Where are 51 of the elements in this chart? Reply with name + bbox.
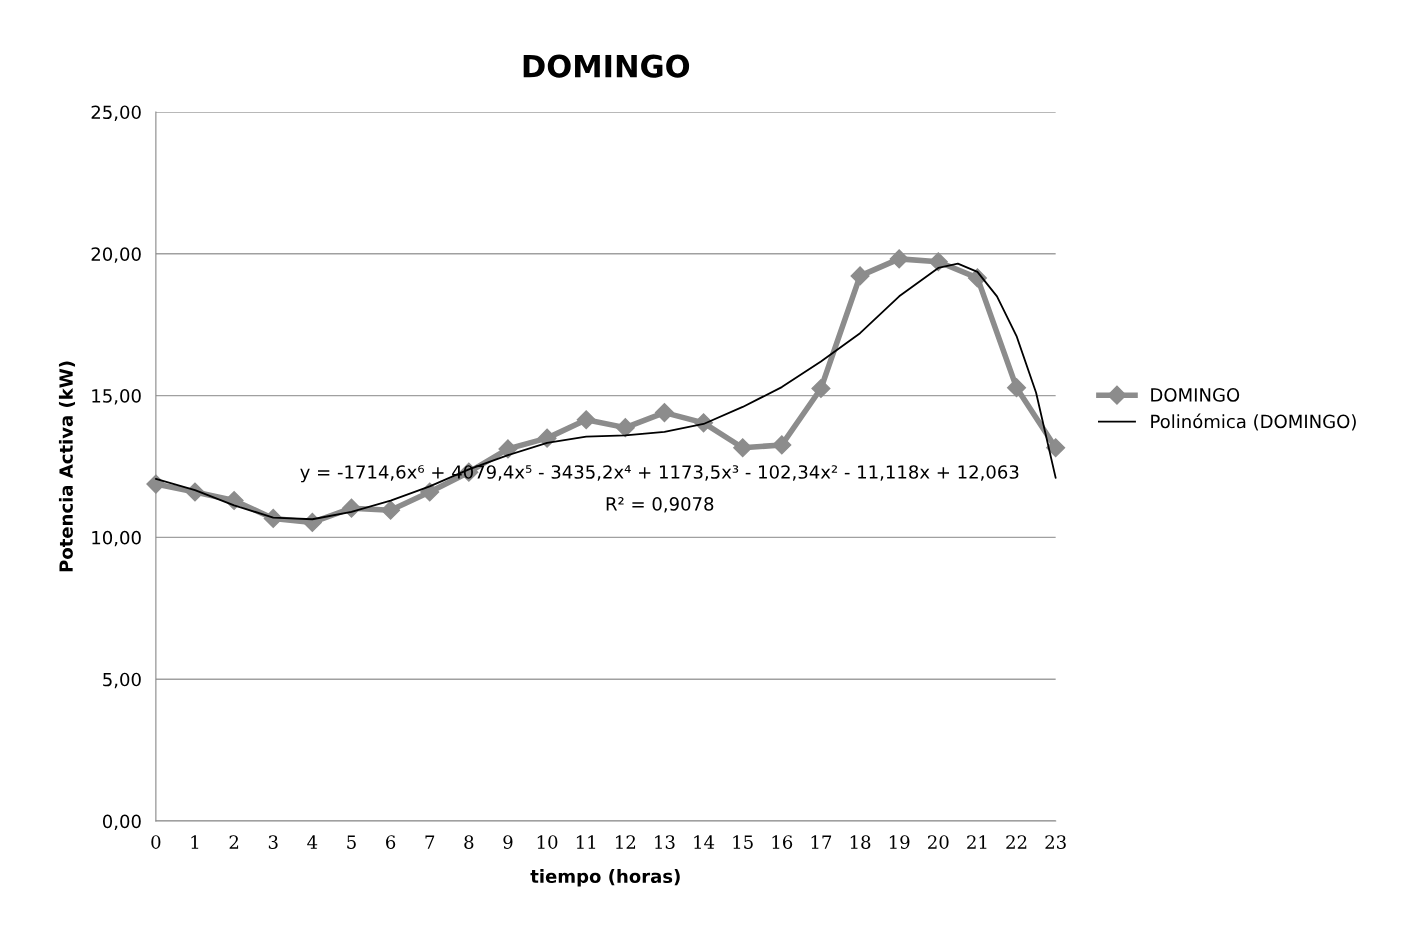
x-tick-label: 12 <box>616 835 636 849</box>
point <box>420 482 440 502</box>
legend-label: Polinómica (DOMINGO) <box>1151 413 1356 431</box>
x-tick-label: 19 <box>889 835 910 849</box>
point <box>615 418 635 438</box>
point <box>733 438 753 458</box>
x-tick-label: 8 <box>464 835 474 849</box>
point <box>772 435 792 455</box>
x-tick-label: 9 <box>503 835 513 849</box>
point <box>381 500 401 520</box>
x-tick-label: 22 <box>1006 835 1027 849</box>
point <box>654 403 674 423</box>
x-tick-label: 20 <box>928 835 949 849</box>
y-tick-label: 15,00 <box>92 389 141 405</box>
x-tick-label: 21 <box>967 835 987 849</box>
y-tick-label: 5,00 <box>103 672 141 689</box>
y-tick-label: 25,00 <box>91 105 141 121</box>
x-tick-label: 14 <box>694 835 715 849</box>
x-tick-label: 10 <box>537 835 558 849</box>
x-tick-label: 23 <box>1045 835 1066 849</box>
point <box>537 428 557 448</box>
x-tick-label: 6 <box>386 835 396 849</box>
x-tick-label: 0 <box>151 835 161 849</box>
point <box>850 266 870 286</box>
x-tick-label: 4 <box>307 835 318 849</box>
point <box>146 474 166 494</box>
legend-label: DOMINGO <box>1151 388 1240 402</box>
x-tick-label: 18 <box>850 835 871 849</box>
x-tick-label: 15 <box>733 835 753 849</box>
x-tick-label: 2 <box>229 835 239 849</box>
x-tick-label: 3 <box>268 835 278 849</box>
y-tick-label: 20,00 <box>91 247 141 263</box>
point <box>811 378 831 399</box>
y-tick-label: 0,00 <box>102 814 141 830</box>
point <box>1046 438 1066 458</box>
x-tick-label: 11 <box>576 835 596 849</box>
chart-title: DOMINGO <box>523 54 690 78</box>
x-tick-label: 17 <box>811 835 832 849</box>
x-axis-title: tiempo (horas) <box>530 869 680 887</box>
x-tick-label: 5 <box>347 835 356 849</box>
x-tick-label: 16 <box>772 835 793 849</box>
point <box>1007 378 1027 398</box>
point <box>889 249 909 269</box>
point <box>928 252 948 272</box>
y-axis-title: Potencia Activa (kW) <box>58 361 76 572</box>
x-tick-label: 1 <box>191 835 199 849</box>
annotation: R² = 0,9078 <box>606 497 714 513</box>
point <box>576 410 596 430</box>
x-tick-label: 13 <box>655 835 675 849</box>
y-tick-label: 10,00 <box>92 530 141 547</box>
x-tick-label: 7 <box>425 835 435 849</box>
